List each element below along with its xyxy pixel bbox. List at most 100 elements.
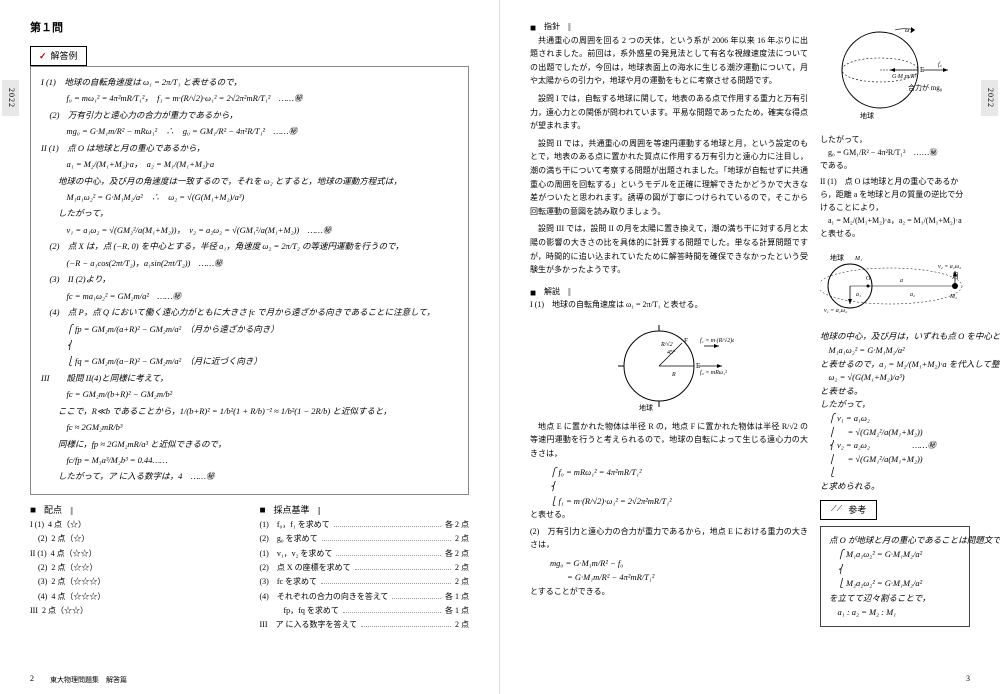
diag-text-line: である。: [820, 160, 970, 173]
criteria-item: (2) 点 X の座標を求めて2 点: [260, 561, 470, 575]
answer-line: ⎩ fq = GM₂m/(a−R)² − GM₂m/a² （月に近づく向き）: [41, 354, 458, 368]
svg-text:45°: 45°: [667, 349, 676, 356]
after-diag2-line: ⎪ = √(GM₁²/a(M₁+M₂)): [820, 453, 970, 467]
svg-text:M₂: M₂: [949, 294, 957, 300]
svg-text:M₁: M₁: [854, 256, 862, 262]
answer-example-header: 解答例: [30, 46, 87, 66]
criteria-item: (1) v₁，v₂ を求めて各 2 点: [260, 547, 470, 561]
svg-text:v₂ = a₂ω₂: v₂ = a₂ω₂: [938, 264, 961, 270]
score-item: (2)2 点（☆☆）: [30, 561, 240, 575]
after-diag2-line: と求められる。: [820, 480, 970, 494]
svg-text:f₁ = m·(R/√2)ω₁²: f₁ = m·(R/√2)ω₁²: [700, 337, 734, 344]
earth-rotation-diagram: E F 45° R R/√2 地球 f₁ = m·(R/√2)ω₁² f₀ = …: [604, 316, 734, 416]
answer-line: fc ≈ 2GM₂mR/b³: [41, 420, 458, 434]
answer-line: mg₀ = G·M₁m/R² − mRω₁² ∴ g₀ = GM₁/R² − 4…: [41, 124, 458, 138]
criteria-label: 採点基準: [274, 505, 310, 515]
criteria-column: 採点基準 (1) f₀，f₁ を求めて各 2 点(2) g₀ を求めて2 点(1…: [260, 503, 470, 633]
criteria-item: fp，fq を求めて各 1 点: [260, 604, 470, 618]
criteria-list: (1) f₀，f₁ を求めて各 2 点(2) g₀ を求めて2 点(1) v₁，…: [260, 518, 470, 633]
answer-line: (4) 点 P，点 Q において働く遠心力がともに大きさ fc で月から遠ざかる…: [41, 305, 458, 319]
after-diag2-line: ⎩: [820, 466, 970, 480]
exp-i1-end: と表せる。: [530, 508, 808, 522]
answer-line: ⎧ fp = GM₂m/(a+R)² − GM₂m/a² （月から遠ざかる向き）: [41, 322, 458, 336]
svg-text:f₀ = mRω₁²: f₀ = mRω₁²: [700, 369, 727, 376]
question-title: 第１問: [30, 20, 469, 38]
ref-line: ⎨: [829, 562, 961, 576]
criteria-item: (3) fc を求めて2 点: [260, 575, 470, 589]
svg-text:地球: 地球: [860, 111, 874, 120]
after-diag2-line: ⎨ v₂ = a₂ω₂ ……㊙: [820, 439, 970, 453]
answer-line: f₀ = mω₁² = 4π²mR/T₁²， f₁ = m·(R/√2)·ω₁²…: [41, 91, 458, 105]
answer-line: したがって，: [41, 206, 458, 220]
scoring-label: 配点: [44, 505, 62, 515]
svg-text:f₀: f₀: [938, 61, 942, 68]
year-tab-right: 2022: [981, 80, 998, 116]
exp-i1-formula: ⎧ f₀ = mRω₁² = 4π²mR/T₁² ⎨ ⎩ f₁ = m·(R/√…: [530, 465, 808, 508]
after-diag2-line: と表せるので，a₁ = M₂/(M₁+M₂)·a を代入して整理すると，: [820, 358, 970, 372]
score-item: (3)2 点（☆☆☆）: [30, 575, 240, 589]
answer-line: ⎨: [41, 338, 458, 352]
reference-box: 点 O が地球と月の重心であることは問題文で示されているが，それを利用しない場合…: [820, 526, 970, 627]
explanation-header: 解説: [530, 285, 808, 299]
svg-text:合力が mg₀: 合力が mg₀: [908, 83, 943, 92]
after-diag2-line: 地球の中心，及び月は，いずれも点 O を中心とする等速円運動を行い，その角速度は…: [820, 330, 970, 344]
page-number-left: 2: [30, 673, 34, 686]
answer-line: a₁ = M₂/(M₁+M₂)·a， a₂ = M₁/(M₁+M₂)·a: [41, 157, 458, 171]
exp-i2-end: とすることができる。: [530, 585, 808, 599]
score-list: I (1)4 点（☆） (2)2 点（☆）II (1)4 点（☆☆） (2)2 …: [30, 518, 240, 619]
svg-text:R: R: [671, 372, 676, 378]
svg-text:R/√2: R/√2: [660, 341, 673, 348]
policy-header: 指針: [530, 20, 808, 34]
svg-text:O: O: [866, 276, 871, 282]
criteria-item: (4) それぞれの合力の向きを答えて各 1 点: [260, 590, 470, 604]
svg-text:G·M₁m/R²: G·M₁m/R²: [892, 74, 917, 80]
policy-paragraph: 設問 I では，自転する地球に関して，地表のある点で作用する重力と万有引力，遠心…: [530, 92, 808, 133]
answer-example-label: 解答例: [51, 49, 78, 63]
answer-line: (3) II (2)より，: [41, 272, 458, 286]
answer-line: M₁a₁ω₂² = G·M₁M₂/a² ∴ ω₂ = √(G(M₁+M₂)/a³…: [41, 190, 458, 204]
exp-i1-text: 地点 E に置かれた物体は半径 R の，地点 F に置かれた物体は半径 R/√2…: [530, 420, 808, 461]
after-diag2-line: ω₂ = √(G(M₁+M₂)/a³): [820, 371, 970, 385]
bottom-two-column: 配点 I (1)4 点（☆） (2)2 点（☆）II (1)4 点（☆☆） (2…: [30, 503, 469, 633]
svg-text:a₂: a₂: [910, 292, 915, 298]
criteria-item: III ア に入る数字を答えて2 点: [260, 618, 470, 632]
diagram-column: E f₀ G·M₁m/R² 地球 ω₁ 合力が mg₀ したがって， g₀ = …: [820, 20, 970, 627]
svg-text:v₁ = a₁ω₂: v₁ = a₁ω₂: [824, 308, 847, 314]
svg-text:地球: 地球: [639, 403, 653, 412]
explanation-label: 解説: [544, 287, 560, 296]
after-diag2-line: と表せる。: [820, 385, 970, 399]
year-tab-left: 2022: [2, 80, 19, 116]
answer-line: (2) 点 X は，点 (−R, 0) を中心とする，半径 a₁，角速度 ω₂ …: [41, 239, 458, 253]
svg-text:F: F: [684, 337, 688, 345]
scoring-column: 配点 I (1)4 点（☆） (2)2 点（☆）II (1)4 点（☆☆） (2…: [30, 503, 240, 633]
ref-line: を立てて辺々割ることで，: [829, 591, 961, 605]
answer-line: fc = GM₂m/(b+R)² − GM₂m/b²: [41, 387, 458, 401]
answer-line: v₁ = a₁ω₂ = √(GM₂²/a(M₁+M₂))， v₂ = a₂ω₂ …: [41, 223, 458, 237]
diag-text-line: g₀ = GM₁/R² − 4π²R/T₁² ……㊙: [820, 147, 970, 160]
ii1-line: a₁ = M₂/(M₁+M₂)·a，a₂ = M₁/(M₁+M₂)·a: [820, 215, 970, 228]
exp-i1-intro: I (1) 地球の自転角速度は ω₁ = 2π/T₁ と表せる。: [530, 298, 808, 312]
answer-line: III 設問 II(4)と同様に考えて，: [41, 371, 458, 385]
policy-paragraph: 共通重心の周囲を回る 2 つの天体，という系が 2006 年以来 16 年ぶりに…: [530, 34, 808, 88]
after-diag2-line: ⎪ = √(GM₂²/a(M₁+M₂)): [820, 426, 970, 440]
svg-text:a: a: [900, 278, 903, 284]
earth-moon-diagram: O 月 M₂ 地球 M₁ a a₁ a₂ v₁ = a₁ω₂ v₂ = a₂ω₂: [820, 246, 970, 326]
policy-explanation-column: 指針 共通重心の周囲を回る 2 つの天体，という系が 2006 年以来 16 年…: [530, 20, 808, 627]
ii1-line: II (1) 点 O は地球と月の重心であるから，距離 a を地球と月の質量の逆…: [820, 176, 970, 214]
svg-text:地球: 地球: [830, 253, 844, 262]
ref-line: a₁ : a₂ = M₂ : M₁: [829, 605, 961, 619]
page-number-right: 3: [966, 673, 970, 686]
ref-line: ⎩ M₂a₂ω₂² = G·M₁M₂/a²: [829, 576, 961, 590]
answer-line: (−R − a₁cos(2πt/T₂)，a₁sin(2πt/T₂)) ……㊙: [41, 256, 458, 270]
exp-i2-intro: (2) 万有引力と遠心力の合力が重力であるから，地点 E における重力の大きさは…: [530, 525, 808, 552]
reference-label: 参考: [848, 503, 866, 517]
answer-line: I (1) 地球の自転角速度は ω₁ = 2π/T₁ と表せるので，: [41, 75, 458, 89]
criteria-item: (2) g₀ を求めて2 点: [260, 532, 470, 546]
score-item: III2 点（☆☆）: [30, 604, 240, 618]
answer-line: fc/fp = M₃a³/M₂b³ = 0.44……: [41, 453, 458, 467]
policy-paragraph: 設問 III では，設問 II の月を太陽に置き換えて，潮の満ち干に対する月と太…: [530, 222, 808, 276]
answer-line: 地球の中心，及び月の角速度は一致するので，それを ω₂ とすると，地球の運動方程…: [41, 174, 458, 188]
answer-content-box: I (1) 地球の自転角速度は ω₁ = 2π/T₁ と表せるので， f₀ = …: [30, 66, 469, 495]
right-two-column: 指針 共通重心の周囲を回る 2 つの天体，という系が 2006 年以来 16 年…: [530, 20, 970, 627]
criteria-item: (1) f₀，f₁ を求めて各 2 点: [260, 518, 470, 532]
